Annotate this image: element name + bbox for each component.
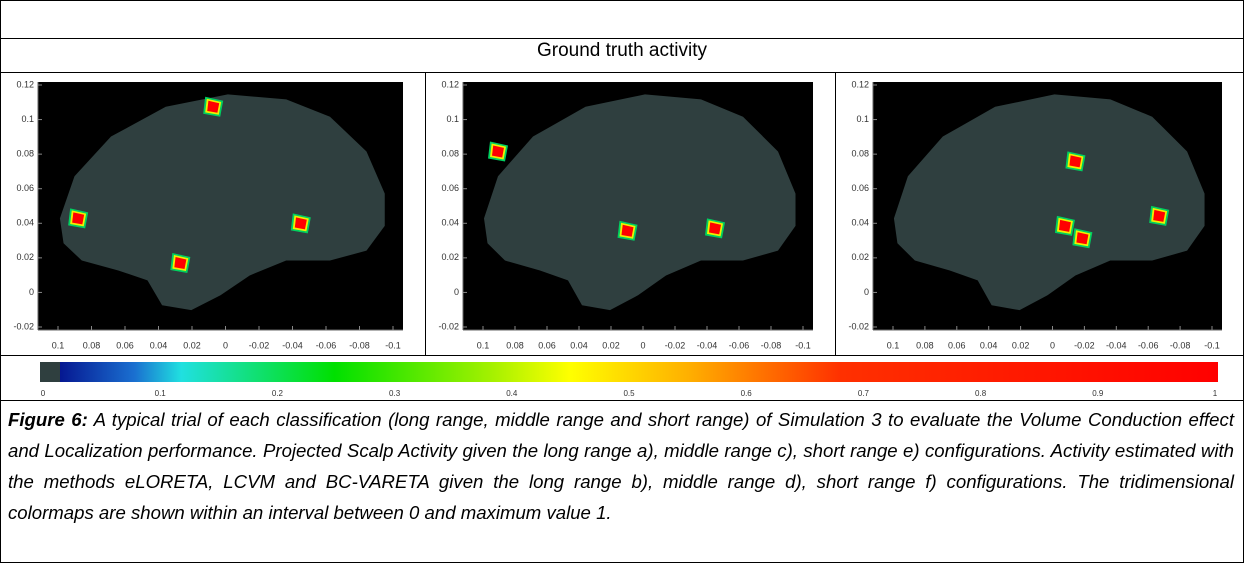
x-tick-label: -0.02: [665, 340, 686, 350]
x-tick-label: -0.06: [1138, 340, 1159, 350]
colorbar-tick-label: 0.9: [1092, 389, 1104, 398]
caption-text: A typical trial of each classification (…: [8, 409, 1234, 523]
x-tick-label: -0.04: [1106, 340, 1127, 350]
brain-surface: [59, 94, 385, 311]
caption-label: Figure 6:: [8, 409, 88, 430]
y-tick-label: 0.08: [441, 149, 459, 159]
y-tick-label: -0.02: [438, 321, 459, 331]
y-tick-label: 0.08: [16, 149, 34, 159]
y-tick-label: 0: [454, 287, 459, 297]
activity-blob: [492, 145, 504, 158]
y-tick-label: 0.02: [441, 252, 459, 262]
x-tick-label: 0.06: [538, 340, 556, 350]
y-tick-label: 0.12: [851, 79, 869, 89]
y-tick-label: 0.1: [21, 114, 34, 124]
x-tick-label: 0.02: [183, 340, 201, 350]
y-tick-label: 0.12: [16, 79, 34, 89]
y-tick-label: 0.04: [16, 218, 34, 228]
y-tick-label: 0.08: [851, 149, 869, 159]
activity-blob: [709, 222, 721, 235]
y-tick-label: 0.06: [851, 183, 869, 193]
x-tick-label: -0.1: [385, 340, 401, 350]
colorbar-tick-label: 1: [1213, 389, 1218, 398]
x-tick-label: -0.04: [697, 340, 718, 350]
y-tick-label: -0.02: [13, 321, 34, 331]
x-tick-label: -0.04: [282, 340, 303, 350]
brain-surface: [893, 94, 1205, 311]
x-tick-label: -0.1: [795, 340, 811, 350]
colorbar-tick-label: 0.4: [506, 389, 518, 398]
x-tick-label: 0: [640, 340, 645, 350]
x-tick-label: 0: [223, 340, 228, 350]
x-tick-label: -0.08: [1170, 340, 1191, 350]
colorbar-zero: [40, 362, 60, 382]
colorbar-tick-label: 0.1: [155, 389, 167, 398]
x-tick-label: 0.04: [570, 340, 588, 350]
x-tick-label: 0.1: [52, 340, 65, 350]
y-tick-label: 0.04: [851, 218, 869, 228]
activity-blob: [1153, 209, 1166, 222]
y-tick-label: 0.1: [446, 114, 459, 124]
section-title: Ground truth activity: [536, 40, 708, 61]
colorbar-tick-label: 0: [41, 389, 46, 398]
colorbar-tick-label: 0.3: [389, 389, 401, 398]
y-tick-label: 0: [864, 287, 869, 297]
x-tick-label: -0.1: [1204, 340, 1220, 350]
x-tick-label: -0.08: [349, 340, 370, 350]
x-tick-label: 0.02: [1012, 340, 1030, 350]
x-tick-label: 0.06: [116, 340, 134, 350]
brain-surface: [484, 94, 796, 311]
y-tick-label: 0.02: [851, 252, 869, 262]
activity-blob: [1058, 219, 1071, 232]
y-tick-label: 0: [29, 287, 34, 297]
x-tick-label: 0.08: [506, 340, 524, 350]
activity-blob: [72, 212, 85, 225]
colorbar-tick-label: 0.5: [623, 389, 635, 398]
x-tick-label: -0.06: [316, 340, 337, 350]
x-tick-label: 0.06: [948, 340, 966, 350]
x-tick-label: 0.08: [83, 340, 101, 350]
y-tick-label: 0.06: [441, 183, 459, 193]
activity-blob: [621, 224, 634, 237]
y-tick-label: 0.1: [856, 114, 869, 124]
activity-blob: [1069, 155, 1082, 168]
y-tick-label: 0.12: [441, 79, 459, 89]
x-tick-label: 0.04: [980, 340, 998, 350]
x-tick-label: 0: [1050, 340, 1055, 350]
y-tick-label: 0.04: [441, 218, 459, 228]
caption: Figure 6: A typical trial of each classi…: [8, 404, 1234, 528]
x-tick-label: 0.02: [602, 340, 620, 350]
x-tick-label: -0.02: [1074, 340, 1095, 350]
y-tick-label: -0.02: [848, 321, 869, 331]
activity-blob: [1076, 232, 1089, 245]
colorbar-tick-label: 0.8: [975, 389, 987, 398]
colorbar-tick-label: 0.2: [272, 389, 284, 398]
activity-blob: [207, 100, 220, 113]
colorbar: [40, 362, 1218, 382]
activity-blob: [294, 217, 307, 230]
x-tick-label: 0.1: [477, 340, 490, 350]
y-tick-label: 0.02: [16, 252, 34, 262]
x-tick-label: 0.04: [150, 340, 168, 350]
activity-blob: [174, 257, 187, 270]
colorbar-tick-label: 0.6: [741, 389, 753, 398]
x-tick-label: 0.08: [916, 340, 934, 350]
y-tick-label: 0.06: [16, 183, 34, 193]
x-tick-label: -0.06: [729, 340, 750, 350]
x-tick-label: 0.1: [887, 340, 900, 350]
colorbar-tick-label: 0.7: [858, 389, 870, 398]
x-tick-label: -0.02: [249, 340, 270, 350]
x-tick-label: -0.08: [761, 340, 782, 350]
